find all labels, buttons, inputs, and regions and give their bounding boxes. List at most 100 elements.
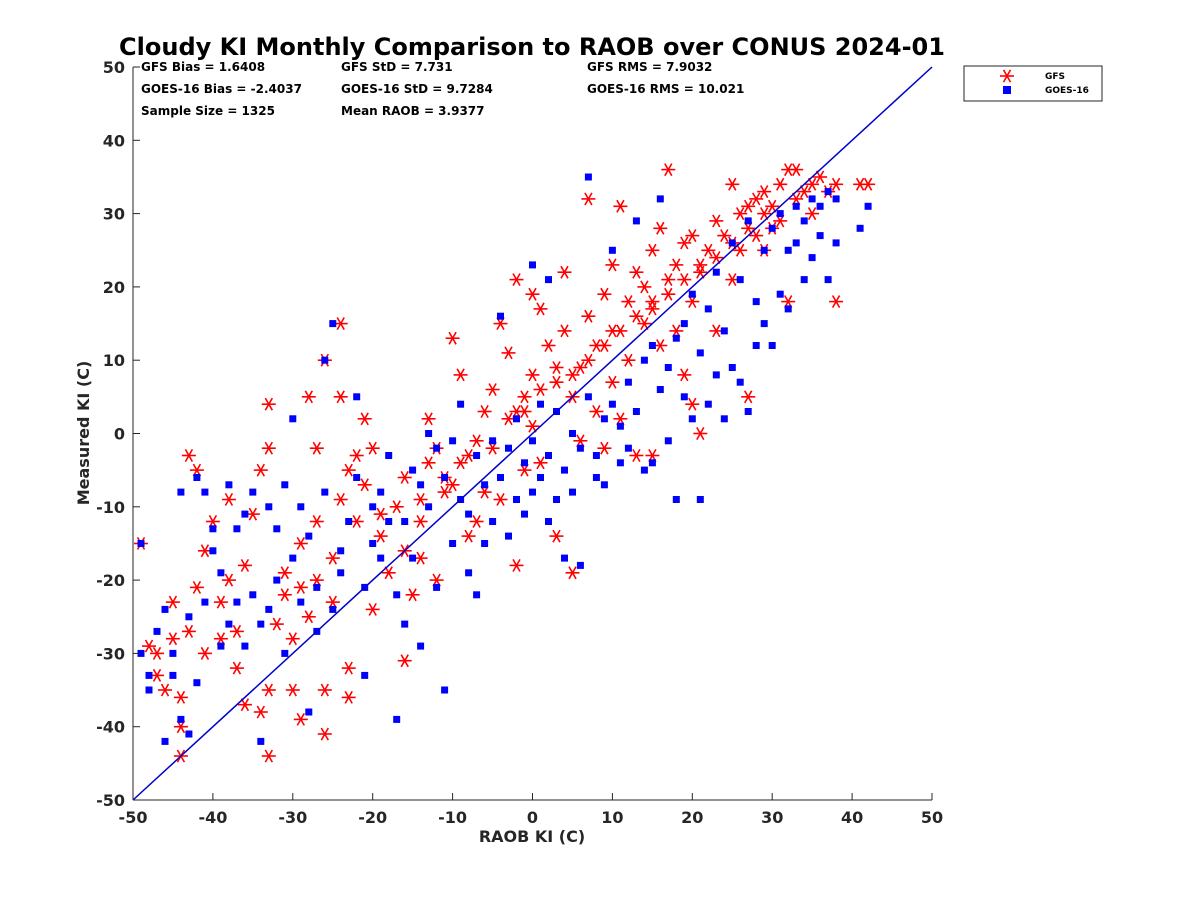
stat-gfs-bias: GFS Bias = 1.6408 — [141, 60, 265, 74]
data-point-goes-16 — [273, 525, 281, 533]
data-point-gfs — [181, 624, 196, 638]
data-point-goes-16 — [776, 290, 784, 298]
data-point-goes-16 — [209, 547, 217, 555]
data-point-goes-16 — [640, 466, 648, 474]
data-point-gfs — [461, 529, 476, 543]
data-point-gfs — [733, 207, 748, 221]
data-point-gfs — [213, 595, 228, 609]
data-point-gfs — [677, 273, 692, 287]
data-point-goes-16 — [824, 276, 832, 284]
data-point-goes-16 — [576, 561, 584, 569]
data-point-goes-16 — [177, 715, 185, 723]
legend-box — [963, 65, 1103, 102]
data-point-gfs — [357, 412, 372, 426]
data-point-gfs — [293, 580, 308, 594]
data-point-gfs — [221, 573, 236, 587]
data-point-goes-16 — [329, 605, 337, 613]
data-point-gfs — [549, 361, 564, 375]
data-point-goes-16 — [720, 327, 728, 335]
data-point-goes-16 — [688, 415, 696, 423]
data-point-gfs — [237, 558, 252, 572]
data-point-goes-16 — [233, 525, 241, 533]
data-point-gfs — [581, 192, 596, 206]
data-point-goes-16 — [824, 188, 832, 196]
data-point-gfs — [509, 558, 524, 572]
data-point-gfs — [613, 324, 628, 338]
data-point-gfs — [150, 646, 164, 660]
data-point-goes-16 — [640, 356, 648, 364]
data-point-gfs — [261, 683, 276, 697]
data-point-gfs — [301, 390, 316, 404]
data-point-goes-16 — [608, 246, 616, 254]
data-point-gfs — [445, 478, 460, 492]
data-point-gfs — [701, 243, 716, 257]
data-point-gfs — [389, 500, 404, 514]
data-point-gfs — [357, 478, 372, 492]
data-point-goes-16 — [680, 320, 688, 328]
data-point-gfs — [333, 492, 348, 506]
data-point-gfs — [261, 441, 276, 455]
data-point-goes-16 — [696, 496, 704, 503]
y-tick-label: 10 — [103, 351, 125, 370]
data-point-goes-16 — [161, 737, 169, 745]
data-point-gfs — [597, 339, 612, 353]
data-point-gfs — [477, 405, 492, 418]
data-point-gfs — [645, 302, 660, 316]
data-point-goes-16 — [225, 481, 233, 489]
data-point-gfs — [725, 177, 740, 191]
data-point-gfs — [445, 331, 460, 345]
data-point-gfs — [717, 229, 732, 243]
data-point-gfs — [525, 287, 540, 301]
data-point-goes-16 — [529, 437, 536, 445]
data-point-gfs — [453, 368, 468, 382]
data-point-gfs — [237, 698, 252, 712]
data-point-gfs — [493, 492, 508, 506]
data-point-gfs — [829, 295, 844, 309]
data-point-gfs — [325, 551, 340, 565]
data-point-goes-16 — [768, 224, 776, 232]
data-point-gfs — [637, 317, 652, 331]
data-point-gfs — [349, 449, 364, 462]
y-tick-label: -30 — [96, 644, 125, 663]
data-point-gfs — [581, 353, 596, 367]
data-point-gfs — [549, 375, 564, 389]
data-point-gfs — [293, 712, 308, 726]
y-tick-label: 30 — [103, 205, 125, 224]
data-point-goes-16 — [241, 642, 249, 650]
data-point-gfs — [789, 163, 804, 177]
data-point-gfs — [629, 449, 644, 462]
data-point-goes-16 — [137, 649, 145, 657]
data-point-gfs — [629, 309, 644, 323]
data-point-gfs — [741, 199, 756, 213]
legend-asterisk — [1000, 69, 1014, 83]
data-point-gfs — [165, 595, 180, 609]
data-point-goes-16 — [145, 686, 153, 694]
data-point-goes-16 — [624, 378, 632, 386]
stat-goes-bias: GOES-16 Bias = -2.4037 — [141, 82, 302, 96]
data-point-gfs — [142, 639, 156, 653]
data-point-goes-16 — [521, 510, 528, 518]
data-point-gfs — [421, 412, 436, 426]
data-point-goes-16 — [193, 474, 201, 481]
data-point-goes-16 — [648, 342, 656, 349]
data-point-goes-16 — [337, 547, 345, 555]
data-point-goes-16 — [433, 583, 441, 591]
data-point-goes-16 — [185, 730, 193, 738]
data-point-goes-16 — [353, 393, 361, 401]
y-axis-label: Measured KI (C) — [74, 361, 93, 506]
data-point-gfs — [549, 529, 564, 543]
data-point-gfs — [677, 368, 692, 382]
data-point-goes-16 — [377, 554, 385, 562]
data-point-gfs — [525, 368, 540, 382]
data-point-gfs — [813, 170, 828, 184]
data-point-gfs — [805, 207, 820, 221]
data-point-goes-16 — [217, 569, 225, 577]
stat-goes-rms: GOES-16 RMS = 10.021 — [587, 82, 744, 96]
data-point-goes-16 — [313, 583, 321, 591]
data-point-gfs — [365, 441, 380, 455]
data-point-goes-16 — [728, 364, 736, 371]
data-point-goes-16 — [656, 195, 664, 203]
data-point-gfs — [741, 390, 756, 404]
data-point-gfs — [525, 419, 540, 433]
x-tick-label: 10 — [601, 808, 623, 827]
